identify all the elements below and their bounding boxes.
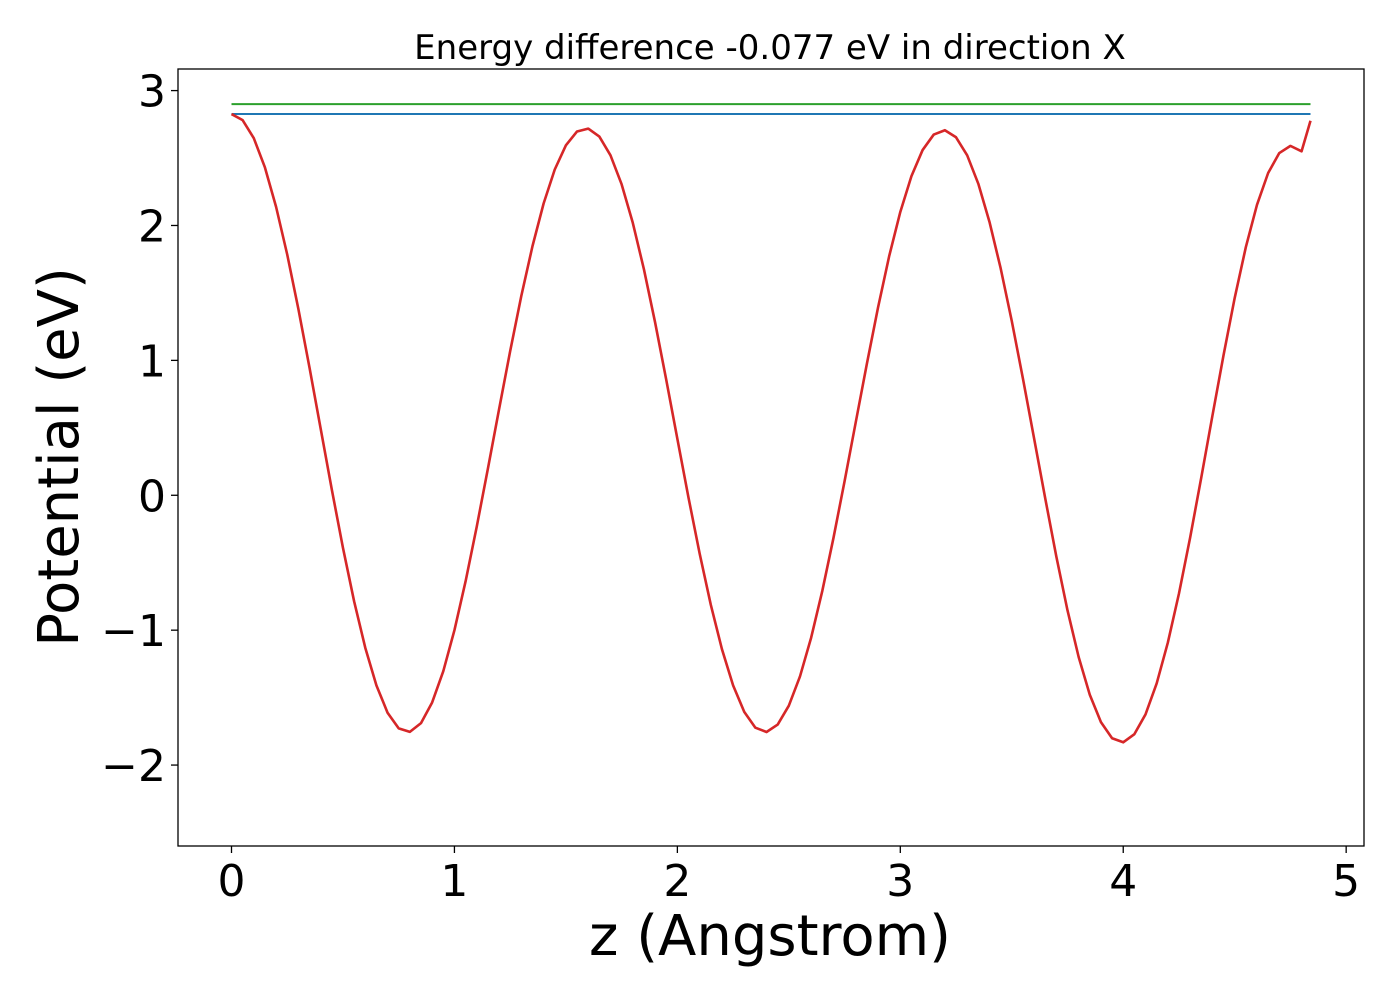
y-tick-label: 3	[138, 67, 166, 118]
axes-frame	[177, 68, 1365, 847]
x-tick-label: 2	[663, 856, 691, 907]
x-tick-label: 0	[218, 856, 246, 907]
x-tick-label: 3	[886, 856, 914, 907]
y-tick-label: 1	[138, 336, 166, 387]
y-tick-label: −2	[101, 741, 166, 792]
y-tick-label: −1	[101, 606, 166, 657]
chart-title: Energy difference -0.077 eV in direction…	[414, 28, 1126, 68]
series-line-3	[230, 112, 1312, 744]
x-axis-label: z (Angstrom)	[589, 904, 951, 969]
y-tick-label: 0	[138, 471, 166, 522]
y-axis-ticks: −2 −1 0 1 2 3	[101, 67, 178, 792]
x-axis-ticks: 0 1 2 3 4 5	[218, 846, 1360, 907]
x-tick-label: 4	[1109, 856, 1137, 907]
plot-area	[177, 68, 1365, 847]
x-tick-label: 5	[1332, 856, 1360, 907]
y-axis-label: Potential (eV)	[27, 267, 92, 647]
x-tick-label: 1	[440, 856, 468, 907]
y-tick-label: 2	[138, 201, 166, 252]
series-layer	[230, 103, 1312, 744]
